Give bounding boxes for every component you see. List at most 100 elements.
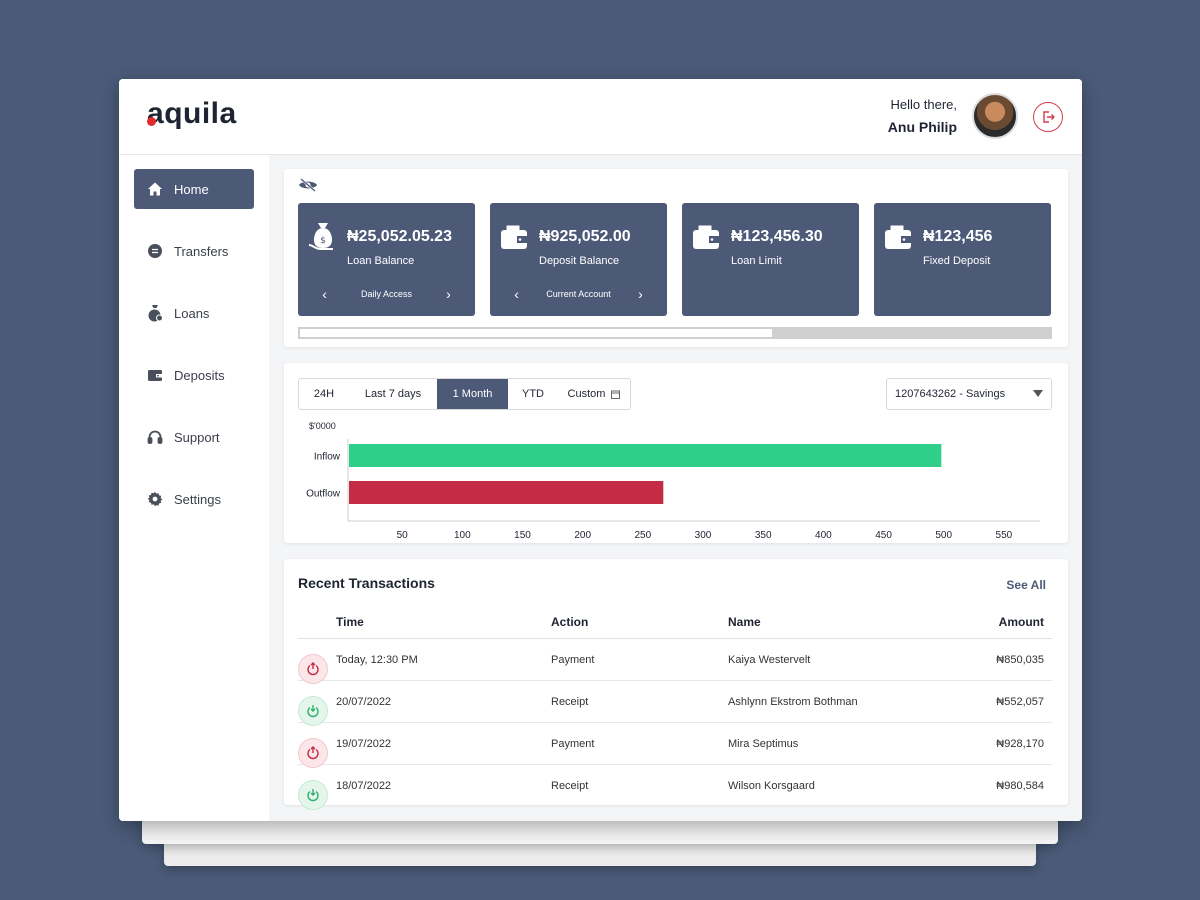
table-row[interactable]: Today, 12:30 PM Payment Kaiya Westervelt…	[298, 639, 1052, 684]
transactions-title: Recent Transactions	[298, 575, 435, 591]
table-row[interactable]: 20/07/2022 Receipt Ashlynn Ekstrom Bothm…	[298, 681, 1052, 726]
user-name: Anu Philip	[887, 119, 957, 135]
card-nav: ‹ Current Account ›	[490, 286, 667, 302]
category-label: Inflow	[314, 452, 341, 463]
gear-icon	[146, 490, 164, 508]
row-amount: ₦980,584	[996, 780, 1044, 792]
account-select[interactable]: 1207643262 - Savings	[886, 378, 1052, 410]
sidebar-item-loans[interactable]: Loans	[134, 293, 254, 333]
wallet-icon	[499, 221, 531, 258]
tab-custom-label: Custom	[567, 388, 606, 400]
app-logo[interactable]: a quila	[147, 97, 237, 131]
cashflow-chart: $'0000 Inflow Outflow 50 100 150 200 250 300 35…	[306, 421, 1040, 541]
tab-custom[interactable]: Custom	[558, 379, 630, 409]
x-tick-label: 400	[815, 530, 832, 541]
avatar[interactable]	[972, 93, 1018, 139]
sidebar-item-support[interactable]: Support	[134, 417, 254, 457]
row-time: 20/07/2022	[336, 696, 392, 708]
row-name: Ashlynn Ekstrom Bothman	[728, 696, 858, 708]
money-bag-icon	[146, 304, 164, 322]
sidebar-item-transfers[interactable]: Transfers	[134, 231, 254, 271]
card-label: Loan Limit	[731, 255, 782, 267]
tab-24h[interactable]: 24H	[313, 388, 335, 400]
home-icon	[146, 180, 164, 198]
sidebar-item-label: Home	[174, 181, 209, 197]
x-tick-label: 50	[397, 530, 409, 541]
bar-inflow	[349, 444, 942, 467]
row-name: Mira Septimus	[728, 738, 799, 750]
sidebar-item-settings[interactable]: Settings	[134, 479, 254, 519]
greeting-text: Hello there,	[890, 97, 957, 112]
card-amount: ₦25,052.05.23	[347, 228, 452, 245]
see-all-link[interactable]: See All	[1006, 578, 1046, 592]
caret-down-icon	[1033, 390, 1043, 397]
tab-1-month[interactable]: 1 Month	[437, 379, 508, 409]
x-tick-label: 150	[514, 530, 531, 541]
transactions-panel: Recent Transactions See All Time Action …	[284, 559, 1068, 810]
eye-off-icon	[299, 178, 317, 192]
row-action: Payment	[551, 654, 595, 666]
x-tick-label: 200	[574, 530, 591, 541]
logo-dot	[147, 117, 156, 126]
x-tick-label: 550	[996, 530, 1013, 541]
x-tick-label: 350	[755, 530, 772, 541]
hide-balance-button[interactable]	[298, 178, 318, 197]
card-label: Fixed Deposit	[923, 255, 991, 267]
chevron-left-icon[interactable]: ‹	[322, 286, 327, 302]
loan-limit-card[interactable]: ₦123,456.30 Loan Limit	[682, 203, 859, 316]
card-label: Deposit Balance	[539, 255, 620, 267]
logout-button[interactable]	[1033, 102, 1063, 132]
sidebar-item-home[interactable]: Home	[134, 169, 254, 209]
svg-text:$: $	[320, 236, 326, 246]
card-nav: ‹ Daily Access ›	[298, 286, 475, 302]
table-row[interactable]: 18/07/2022 Receipt Wilson Korsgaard ₦980…	[298, 765, 1052, 810]
x-tick-label: 450	[875, 530, 892, 541]
bar-outflow	[349, 481, 664, 504]
row-action: Receipt	[551, 780, 589, 792]
table-row[interactable]: 19/07/2022 Payment Mira Septimus ₦928,17…	[298, 723, 1052, 768]
x-tick-label: 100	[454, 530, 471, 541]
receipt-icon	[298, 780, 328, 810]
category-label: Outflow	[306, 489, 341, 500]
loan-balance-card[interactable]: $ ₦25,052.05.23 Loan Balance ‹ Daily Acc…	[298, 203, 475, 316]
card-amount: ₦123,456	[923, 228, 993, 245]
chevron-left-icon[interactable]: ‹	[514, 286, 519, 302]
logout-icon	[1043, 111, 1055, 123]
column-amount: Amount	[998, 615, 1044, 629]
wallet-icon	[146, 366, 164, 384]
calendar-icon	[611, 390, 621, 399]
sidebar-item-deposits[interactable]: Deposits	[134, 355, 254, 395]
fixed-deposit-card[interactable]: ₦123,456 Fixed Deposit	[874, 203, 1051, 316]
user-greeting: Hello there, Anu Philip	[888, 97, 957, 135]
row-amount: ₦928,170	[996, 738, 1044, 750]
sidebar-item-label: Support	[174, 429, 220, 445]
table-header: Time Action Name Amount	[298, 607, 1052, 639]
sidebar-item-label: Deposits	[174, 367, 225, 383]
chevron-right-icon[interactable]: ›	[446, 286, 451, 302]
account-select-value: 1207643262 - Savings	[895, 388, 1006, 400]
row-time: 18/07/2022	[336, 780, 392, 792]
row-name: Wilson Korsgaard	[728, 780, 815, 792]
row-amount: ₦850,035	[996, 654, 1044, 666]
column-time: Time	[336, 615, 364, 629]
transfer-icon	[146, 242, 164, 260]
cards-scrollbar-thumb[interactable]	[300, 329, 772, 337]
payment-icon	[298, 654, 328, 684]
app-window: a quila Hello there, Anu Philip Home Tran…	[119, 79, 1082, 821]
row-time: Today, 12:30 PM	[336, 654, 418, 666]
chevron-right-icon[interactable]: ›	[638, 286, 643, 302]
column-name: Name	[728, 615, 761, 629]
top-bar: a quila Hello there, Anu Philip	[119, 79, 1082, 155]
tab-ytd[interactable]: YTD	[522, 388, 544, 400]
money-bag-icon: $	[307, 221, 339, 258]
row-action: Payment	[551, 738, 595, 750]
sidebar-item-label: Transfers	[174, 243, 229, 259]
row-time: 19/07/2022	[336, 738, 392, 750]
x-tick-label: 500	[935, 530, 952, 541]
card-label: Loan Balance	[347, 255, 415, 267]
deposit-balance-card[interactable]: ₦925,052.00 Deposit Balance ‹ Current Ac…	[490, 203, 667, 316]
sidebar: Home Transfers Loans Deposits Support	[119, 155, 269, 821]
tab-last-7-days[interactable]: Last 7 days	[364, 388, 422, 400]
card-amount: ₦123,456.30	[731, 228, 823, 245]
x-tick-label: 250	[635, 530, 652, 541]
